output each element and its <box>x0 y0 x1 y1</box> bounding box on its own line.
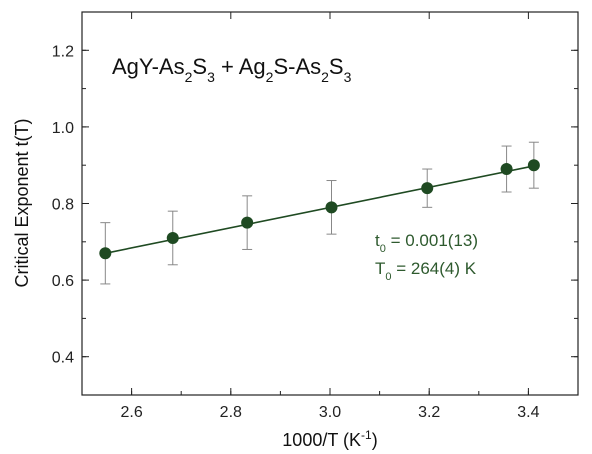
x-tick-label: 2.8 <box>220 404 242 421</box>
data-point <box>166 231 179 244</box>
anno-rest: = 264(4) K <box>392 259 477 278</box>
x-tick-label: 3.2 <box>418 404 440 421</box>
data-point <box>527 159 540 172</box>
y-tick-label: 0.6 <box>52 273 74 290</box>
title-subscript: 3 <box>344 69 352 85</box>
chart-title: AgY-As2S3 + Ag2S-As2S3 <box>112 54 352 85</box>
x-label-end: ) <box>372 430 378 450</box>
anno-main: T <box>375 259 385 278</box>
anno-sub: 0 <box>380 243 386 255</box>
x-tick-label: 3.0 <box>319 404 341 421</box>
y-tick-label: 1.2 <box>52 43 74 60</box>
x-tick-label: 3.4 <box>517 404 539 421</box>
x-label-sup: -1 <box>361 428 372 442</box>
y-tick-labels: 0.4 0.6 0.8 1.0 1.2 <box>52 43 74 366</box>
title-segment: S-As <box>273 54 321 79</box>
x-axis-label: 1000/T (K-1) <box>282 428 377 450</box>
title-segment: S <box>192 54 207 79</box>
fit-annotation: t0 = 0.001(13) <box>375 231 478 255</box>
anno-main: t <box>375 231 380 250</box>
y-tick-label: 0.8 <box>52 197 74 214</box>
fit-annotations: t0 = 0.001(13)T0 = 264(4) K <box>375 231 478 283</box>
anno-rest: = 0.001(13) <box>386 231 478 250</box>
data-point <box>241 216 254 229</box>
data-point <box>421 182 434 195</box>
x-label-main: 1000/T (K <box>282 430 361 450</box>
title-subscript: 2 <box>185 69 193 85</box>
y-axis-label: Critical Exponent t(T) <box>12 118 32 287</box>
x-tick-label: 2.6 <box>120 404 142 421</box>
y-tick-label: 0.4 <box>52 350 74 367</box>
data-point <box>500 163 513 176</box>
data-point <box>99 247 112 260</box>
error-bars <box>100 141 539 285</box>
title-subscript: 2 <box>321 69 329 85</box>
x-tick-labels: 2.6 2.8 3.0 3.2 3.4 <box>120 404 539 421</box>
title-segment: + Ag <box>215 54 266 79</box>
data-points <box>99 159 540 260</box>
title-segment: AgY-As <box>112 54 185 79</box>
anno-sub: 0 <box>385 271 391 283</box>
axis-ticks <box>81 11 579 396</box>
title-segment: S <box>329 54 344 79</box>
title-subscript: 3 <box>207 69 215 85</box>
title-subscript: 2 <box>266 69 274 85</box>
y-tick-label: 1.0 <box>52 120 74 137</box>
data-point <box>325 201 338 214</box>
fit-annotation: T0 = 264(4) K <box>375 259 477 283</box>
